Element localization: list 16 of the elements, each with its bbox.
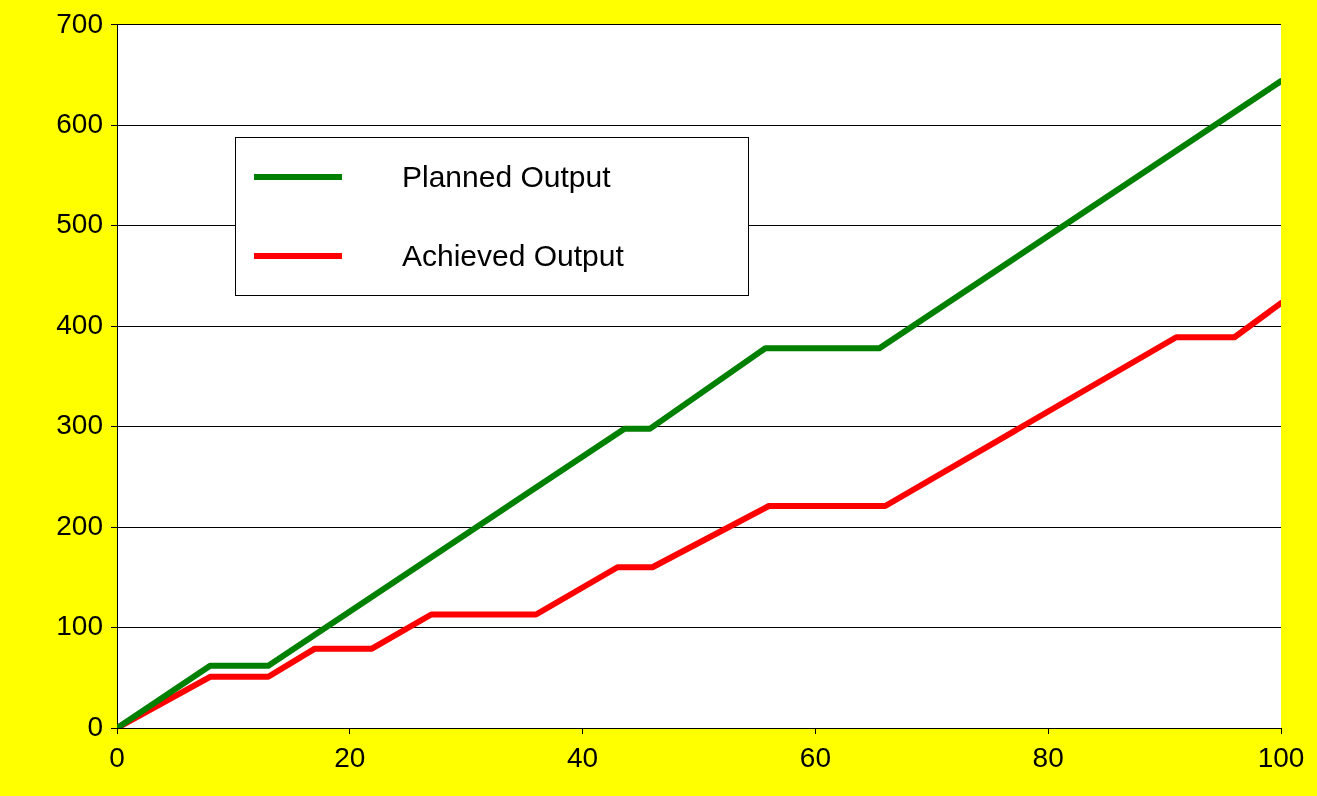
x-tick-label: 40 [567,741,599,773]
x-tick-label: 60 [799,741,831,773]
x-tick-label: 20 [334,741,366,773]
y-tick-label: 200 [56,509,103,541]
x-tick-label: 80 [1032,741,1064,773]
y-tick-label: 400 [56,308,103,340]
y-tick-label: 500 [56,208,103,240]
legend-label: Planned Output [402,160,611,195]
y-tick-label: 300 [56,409,103,441]
legend-label: Achieved Output [402,238,624,273]
y-tick-label: 100 [56,610,103,642]
y-tick-label: 600 [56,107,103,139]
x-tick-label: 0 [109,741,125,773]
y-tick-label: 0 [87,710,103,742]
x-tick-label: 100 [1257,741,1305,773]
y-tick-label: 700 [56,7,103,39]
